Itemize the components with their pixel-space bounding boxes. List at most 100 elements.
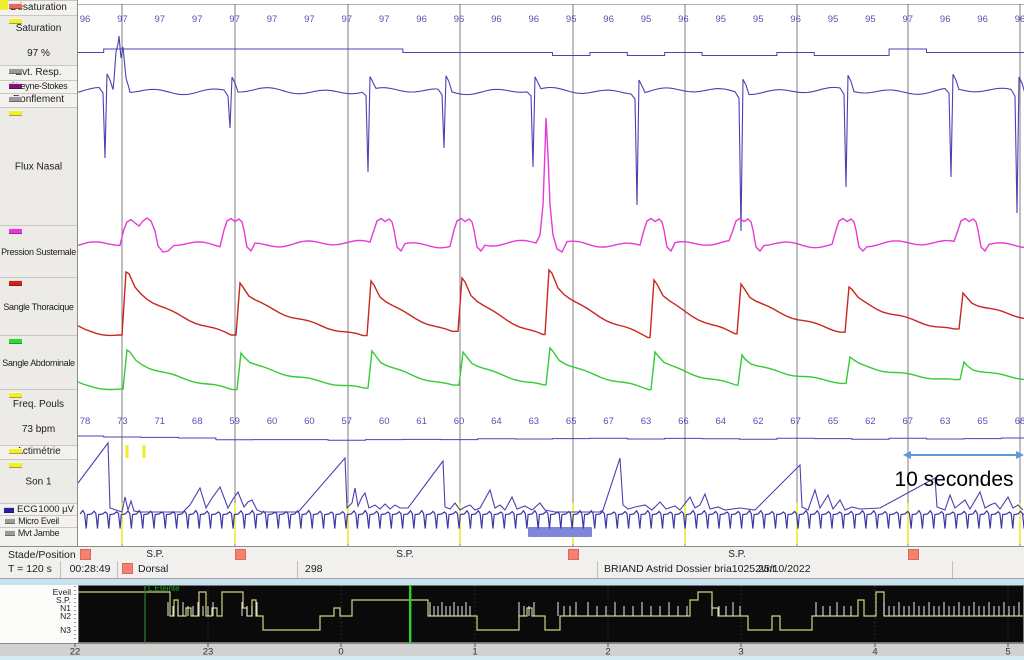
channel-evt-resp[interactable]: Evt. Resp. (0, 65, 77, 80)
ecg-trace (79, 509, 1024, 529)
nasal-flow-trace (77, 35, 1024, 232)
channel-sidebar: Désaturation Saturation 97 % Evt. Resp. … (0, 0, 78, 546)
saturation-value: 96 (454, 14, 465, 25)
pulse-value: 65 (977, 416, 988, 427)
stage-marker[interactable] (568, 549, 579, 560)
channel-micro-eveil[interactable]: Micro Eveil (0, 515, 77, 527)
body-position-value: Dorsal (138, 563, 169, 575)
channel-flux-nasal[interactable]: Flux Nasal (0, 107, 77, 225)
saturation-value: 96 (529, 14, 540, 25)
channel-ronflement[interactable]: Ronflement (0, 93, 77, 107)
saturation-value: 95 (753, 14, 764, 25)
time-scale-annotation: 10 secondes (894, 468, 1014, 491)
saturation-value: 96 (491, 14, 502, 25)
channel-son1[interactable]: Son 1 (0, 459, 77, 503)
channel-freq-pouls[interactable]: Freq. Pouls 73 bpm (0, 389, 77, 445)
ronflement-color-tick (9, 96, 22, 102)
stage-marker[interactable] (80, 549, 91, 560)
saturation-value: 95 (641, 14, 652, 25)
stage-value-label: S.P. (396, 549, 414, 560)
channel-saturation[interactable]: Saturation 97 % (0, 15, 77, 65)
pulse-values: 78 73 71 68 59 60 60 57 60 61 60 64 63 65 67 63 66 64 62 67… (80, 416, 1024, 427)
sangle-abdominale-color-tick (9, 338, 22, 344)
channel-label: Saturation (15, 23, 62, 34)
saturation-value: 97 (155, 14, 166, 25)
pulse-value: 67 (903, 416, 914, 427)
pulse-value: 64 (716, 416, 727, 427)
cell-separator (297, 561, 298, 578)
hypnogram-stage-label-n1: N1 (60, 603, 71, 613)
hour-label: 1 (472, 647, 477, 658)
actimetry-tick (142, 445, 146, 458)
status-bar: T = 120 s 00:28:49 Dorsal 298 BRIAND Ast… (0, 561, 1024, 579)
pulse-value: 60 (304, 416, 315, 427)
lights-off-label: L.Eteinte (148, 584, 180, 593)
thoracic-belt-trace (77, 268, 1024, 339)
channel-pression-susternale[interactable]: Pression Susternale (0, 225, 77, 277)
suprasternal-pressure-trace (77, 117, 1024, 253)
hypnogram-plot-background[interactable] (78, 585, 1024, 643)
actimetrie-color-tick (9, 448, 22, 454)
hour-label: 0 (338, 647, 343, 658)
micro-eveil-color-tick (5, 518, 15, 524)
channel-label: Son 1 (25, 476, 52, 487)
recording-date: 25/10/2022 (758, 563, 811, 575)
saturation-value: 96 (603, 14, 614, 25)
pulse-trace (78, 435, 1024, 441)
channel-sangle-abdominale[interactable]: Sangle Abdominale (0, 335, 77, 389)
pulse-value: 63 (529, 416, 540, 427)
saturation-value: 96 (1015, 14, 1024, 25)
stage-marker[interactable] (908, 549, 919, 560)
epoch-number-value: 298 (305, 563, 323, 575)
pulse-value: 71 (155, 416, 166, 427)
saturation-value: 97 (267, 14, 278, 25)
hour-label: 5 (1005, 647, 1010, 658)
channel-ecg[interactable]: ECG 1000 µV (0, 503, 77, 515)
position-marker[interactable] (122, 563, 133, 574)
ecg-scale-value: 1000 µV (38, 504, 74, 515)
channel-label: Actimétrie (16, 446, 61, 457)
saturation-value: 96 (977, 14, 988, 25)
pulse-value: 67 (603, 416, 614, 427)
channel-mvt-jambe[interactable]: Mvt Jambe (0, 527, 77, 546)
saturation-value: 96 (678, 14, 689, 25)
saturation-value: 97 (192, 14, 203, 25)
hypnogram-stage-label-sp: S.P. (56, 595, 71, 605)
pulse-value: 67 (790, 416, 801, 427)
hour-label: 23 (203, 647, 214, 658)
channel-label: Mvt Jambe (17, 528, 60, 538)
stage-marker[interactable] (235, 549, 246, 560)
channel-sangle-thoracique[interactable]: Sangle Thoracique (0, 277, 77, 335)
actimetry-tick (125, 445, 129, 458)
ecg-color-tick (4, 507, 14, 513)
channel-label: Freq. Pouls (12, 399, 65, 410)
saturation-value: 95 (716, 14, 727, 25)
channel-label: Cheyne-Stokes (9, 81, 68, 91)
pulse-value: 63 (940, 416, 951, 427)
cell-separator (60, 561, 61, 578)
hour-label: 4 (872, 647, 877, 658)
saturation-value: 97 (117, 14, 128, 25)
saturation-color-tick (9, 18, 22, 24)
pulse-value: 64 (491, 416, 502, 427)
saturation-value: 95 (566, 14, 577, 25)
channel-label: Micro Eveil (18, 516, 59, 526)
saturation-value: 97 (229, 14, 240, 25)
channel-actimetrie[interactable]: Actimétrie (0, 445, 77, 459)
channel-label: Flux Nasal (14, 161, 63, 172)
pulse-value: 73 (117, 416, 128, 427)
epoch-length-value: T = 120 s (8, 563, 52, 575)
pulse-value: 65 (566, 416, 577, 427)
channel-cheyne-stokes[interactable]: Cheyne-Stokes (0, 80, 77, 93)
channel-desaturation[interactable]: Désaturation (0, 0, 77, 15)
pulse-value: 62 (753, 416, 764, 427)
arrow-head-right (1016, 451, 1024, 459)
actimetry-event-ticks (125, 445, 146, 458)
pulse-value: 68 (1015, 416, 1024, 427)
channel-label: Sangle Abdominale (2, 357, 75, 368)
elapsed-time-value: 00:28:49 (69, 563, 111, 575)
evt-resp-color-tick (9, 68, 22, 74)
saturation-value: 97 (903, 14, 914, 25)
channel-label: ECG (17, 504, 38, 515)
